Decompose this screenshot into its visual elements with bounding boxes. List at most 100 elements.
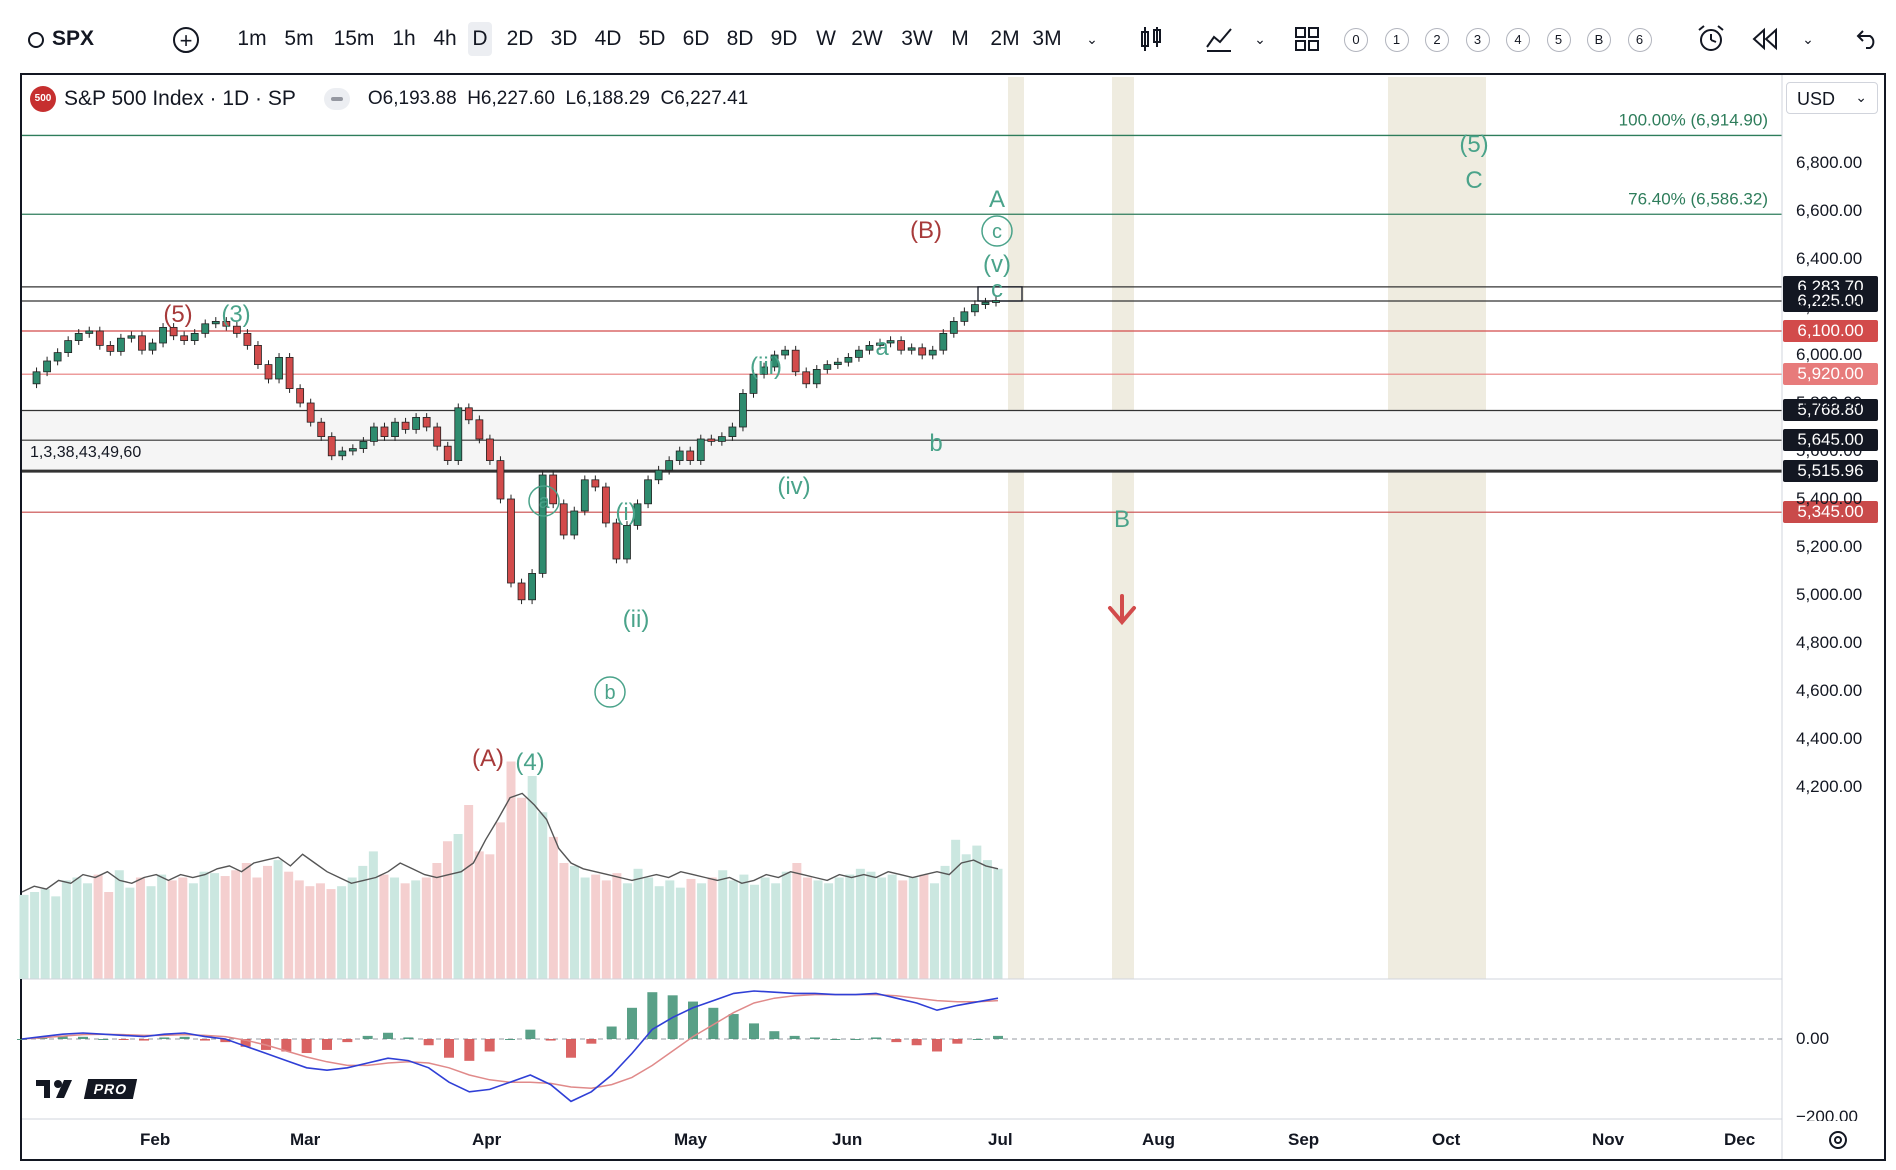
time-axis-label-oct: Oct xyxy=(1432,1130,1461,1149)
macd-hist-24 xyxy=(505,1039,515,1040)
interval-1m[interactable]: 1m xyxy=(237,27,267,50)
time-axis-label-nov: Nov xyxy=(1592,1130,1625,1149)
volume-bar-5 xyxy=(72,877,82,979)
layout-number-1[interactable]: 1 xyxy=(1384,28,1409,52)
volume-bar-19 xyxy=(220,876,230,979)
volume-bar-65 xyxy=(707,877,717,979)
volume-bar-75 xyxy=(813,880,823,979)
macd-hist-13 xyxy=(281,1039,292,1052)
volume-bar-46 xyxy=(506,761,516,979)
alert-button[interactable] xyxy=(1694,22,1728,56)
price-axis-label-7: 5,600.00 xyxy=(1796,441,1863,460)
interval-2m[interactable]: 2M xyxy=(990,27,1020,50)
macd-hist-21 xyxy=(444,1039,454,1058)
undo-button[interactable] xyxy=(1852,22,1882,56)
replay-dropdown[interactable]: ⌄ xyxy=(1798,22,1818,56)
candle-56 xyxy=(612,522,621,560)
volume-bar-16 xyxy=(188,883,198,979)
volume-bar-14 xyxy=(167,880,177,979)
legend-collapse-button[interactable] xyxy=(323,88,350,110)
bar-style-button[interactable] xyxy=(1134,22,1168,56)
candle-6 xyxy=(85,330,94,334)
fib-label-1: 76.40% (6,586.32) xyxy=(1628,189,1768,208)
interval-w[interactable]: W xyxy=(816,27,836,50)
macd-line xyxy=(21,990,999,1103)
volume-bar-71 xyxy=(771,883,781,979)
layout-button[interactable] xyxy=(1292,22,1322,56)
candle-59 xyxy=(644,479,652,505)
wave-label-5: b xyxy=(604,682,615,704)
replay-button[interactable] xyxy=(1750,22,1780,56)
layout-number-6[interactable]: 6 xyxy=(1627,28,1652,52)
interval-3d[interactable]: 3D xyxy=(550,27,578,50)
candle-5 xyxy=(74,332,83,341)
interval-1h[interactable]: 1h xyxy=(392,27,416,50)
intervals-dropdown[interactable]: ⌄ xyxy=(1082,22,1102,56)
interval-3w[interactable]: 3W xyxy=(901,27,933,50)
interval-8d[interactable]: 8D xyxy=(726,27,754,50)
candle-39 xyxy=(433,426,442,447)
candle-51 xyxy=(559,503,568,536)
macd-hist-27 xyxy=(566,1039,576,1058)
volume-bar-34 xyxy=(379,874,389,979)
interval-2w[interactable]: 2W xyxy=(851,27,883,50)
interval-5m[interactable]: 5m xyxy=(284,27,314,50)
volume-bar-0 xyxy=(19,894,29,979)
interval-3m[interactable]: 3M xyxy=(1032,27,1062,50)
wave-label-17: B xyxy=(1114,506,1130,533)
candle-21 xyxy=(243,332,252,346)
candle-55 xyxy=(601,486,610,524)
chevron-down-icon: ⌄ xyxy=(1254,31,1266,47)
currency-label: USD xyxy=(1797,89,1836,109)
legend-title[interactable]: S&P 500 Index · 1D · SP xyxy=(64,87,296,110)
symbol-badge: 500 xyxy=(30,86,56,112)
volume-bar-29 xyxy=(326,889,336,979)
layout-number-2[interactable]: 2 xyxy=(1425,28,1449,52)
interval-9d[interactable]: 9D xyxy=(770,27,798,50)
volume-bar-87 xyxy=(940,865,950,979)
interval-5d[interactable]: 5D xyxy=(638,27,666,50)
volume-bar-39 xyxy=(432,863,442,979)
time-axis-label-feb: Feb xyxy=(140,1130,171,1149)
candle-37 xyxy=(412,416,421,430)
macd-hist-23 xyxy=(484,1039,495,1052)
layout-number-5[interactable]: 5 xyxy=(1546,28,1571,52)
candle-17 xyxy=(201,323,210,334)
volume-bar-3 xyxy=(51,896,61,979)
interval-2d[interactable]: 2D xyxy=(506,27,534,50)
interval-d[interactable]: D xyxy=(468,22,492,56)
time-band-2 xyxy=(1112,77,1134,979)
wave-circle-14 xyxy=(981,215,1013,247)
volume-bar-67 xyxy=(728,880,738,979)
layout-number-4[interactable]: 4 xyxy=(1506,28,1530,52)
interval-m[interactable]: M xyxy=(951,27,969,50)
time-axis-label-aug: Aug xyxy=(1142,1130,1176,1149)
candle-57 xyxy=(623,525,631,560)
symbol-search[interactable]: SPX xyxy=(28,22,108,56)
target-box xyxy=(977,286,1023,302)
layout-number-3[interactable]: 3 xyxy=(1465,28,1490,52)
candle-71 xyxy=(770,354,779,368)
indicators-dropdown[interactable]: ⌄ xyxy=(1250,22,1270,56)
volume-bar-69 xyxy=(750,884,759,979)
currency-select[interactable]: USD ⌄ xyxy=(1786,82,1878,114)
candle-1 xyxy=(32,371,41,385)
macd-hist-36 xyxy=(749,1023,759,1039)
interval-15m[interactable]: 15m xyxy=(333,27,375,50)
macd-hist-8 xyxy=(179,1036,190,1039)
price-tag-6: 5,515.96 xyxy=(1783,460,1878,483)
volume-bar-8 xyxy=(104,892,114,979)
add-symbol-button[interactable]: + xyxy=(170,22,202,56)
layout-number-b[interactable]: B xyxy=(1587,28,1611,52)
indicators-button[interactable] xyxy=(1202,22,1236,56)
macd-axis-low: −200.00 xyxy=(1796,1107,1858,1121)
volume-bar-44 xyxy=(485,854,495,979)
price-tag-4: 5,768.80 xyxy=(1783,399,1878,422)
interval-4d[interactable]: 4D xyxy=(594,27,622,50)
layout-number-0[interactable]: 0 xyxy=(1344,28,1368,52)
settings-gear[interactable] xyxy=(1826,1128,1850,1157)
candle-84 xyxy=(907,347,916,351)
interval-4h[interactable]: 4h xyxy=(433,27,457,50)
interval-6d[interactable]: 6D xyxy=(682,27,710,50)
